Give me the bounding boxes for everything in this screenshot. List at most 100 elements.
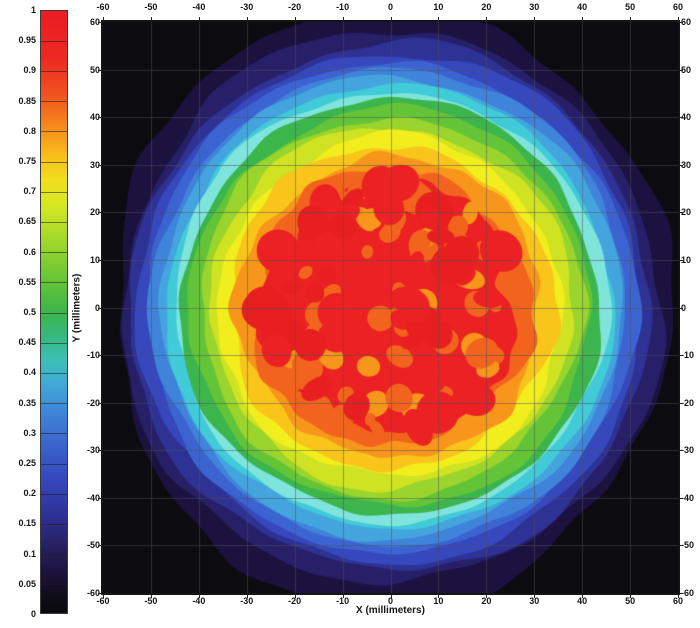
contour-canvas — [103, 22, 678, 593]
colorbar-tick-line — [41, 493, 67, 495]
colorbar-tick-label: 0.55 — [18, 276, 36, 287]
axis-tick-mark — [486, 594, 488, 598]
axis-tick-mark — [679, 497, 683, 499]
colorbar-tick-line — [41, 312, 67, 314]
axis-tick-mark — [246, 594, 248, 598]
axis-tick-mark — [678, 594, 679, 598]
y-tick-label-right: -40 — [681, 492, 695, 503]
x-tick-label-bottom: 20 — [481, 596, 492, 606]
axis-tick-mark — [438, 594, 440, 598]
colorbar-tick-label: 0.85 — [18, 95, 36, 106]
x-tick-label-top: 40 — [577, 2, 588, 12]
axis-tick-mark — [98, 212, 102, 214]
y-tick-label-right: 50 — [681, 64, 692, 75]
axis-tick-mark — [679, 450, 683, 452]
y-tick-label-right: 0 — [681, 302, 687, 313]
colorbar-tick-label: 0.9 — [23, 65, 36, 76]
x-tick-label-bottom: -50 — [144, 596, 158, 606]
colorbar-tick-label: 1 — [30, 5, 36, 15]
colorbar-tick-label: 0.6 — [23, 246, 36, 257]
y-tick-label-left: -40 — [86, 492, 100, 503]
colorbar-tick-label: 0.2 — [23, 488, 36, 499]
y-tick-label-right: 30 — [681, 159, 692, 170]
colorbar-tick-label: 0.05 — [18, 578, 36, 589]
y-tick-label-right: 10 — [681, 254, 692, 265]
x-tick-label-bottom: 10 — [433, 596, 444, 606]
colorbar-tick-label: 0.5 — [23, 307, 36, 317]
y-tick-label-left: -50 — [86, 540, 100, 551]
colorbar-tick-label: 0.65 — [18, 216, 36, 227]
axis-tick-mark — [98, 355, 102, 357]
axis-tick-mark — [438, 17, 440, 21]
colorbar-tick-line — [41, 342, 67, 344]
x-tick-label-top: 50 — [625, 2, 636, 12]
colorbar-tick-label: 0 — [30, 609, 36, 619]
x-tick-label-bottom: -10 — [336, 596, 350, 606]
x-tick-label-top: -20 — [288, 2, 302, 12]
colorbar-tick-label: 0.35 — [18, 397, 36, 408]
y-tick-label-left: -60 — [86, 588, 100, 598]
axis-tick-mark — [294, 17, 296, 21]
colorbar-tick-label: 0.3 — [23, 427, 36, 438]
x-tick-label-top: 20 — [481, 2, 492, 12]
axis-tick-mark — [98, 545, 102, 547]
y-tick-label-right: -30 — [681, 445, 695, 456]
axis-tick-mark — [198, 594, 200, 598]
axis-tick-mark — [582, 594, 584, 598]
y-tick-label-left: 50 — [89, 64, 100, 75]
axis-tick-mark — [679, 22, 683, 23]
axis-tick-mark — [246, 17, 248, 21]
x-tick-label-bottom: 50 — [625, 596, 636, 606]
colorbar-tick-line — [41, 372, 67, 374]
x-tick-label-top: 10 — [433, 2, 444, 12]
colorbar-tick-label: 0.25 — [18, 458, 36, 468]
y-tick-label-left: 20 — [89, 207, 100, 218]
axis-tick-mark — [98, 497, 102, 499]
colorbar-tick-line — [41, 282, 67, 284]
y-tick-label-left: 0 — [68, 303, 100, 313]
axis-tick-mark — [342, 594, 344, 598]
axis-tick-mark — [390, 17, 392, 21]
axis-tick-mark — [678, 17, 679, 21]
x-tick-label-bottom: -20 — [288, 596, 302, 606]
axis-tick-mark — [679, 69, 683, 71]
x-tick-label-top: -60 — [96, 2, 110, 12]
axis-tick-mark — [150, 17, 152, 21]
axis-tick-mark — [98, 402, 102, 404]
axis-tick-mark — [679, 259, 683, 261]
y-tick-label-left: 60 — [89, 17, 100, 27]
y-tick-label-left: 10 — [89, 254, 100, 265]
y-tick-label-left: -30 — [86, 445, 100, 456]
axis-tick-mark — [679, 307, 683, 309]
x-axis-label: X (millimeters) — [356, 605, 425, 616]
colorbar-tick-line — [41, 584, 67, 586]
colorbar-tick-line — [41, 433, 67, 435]
axis-tick-mark — [98, 22, 102, 23]
colorbar-tick-line — [41, 40, 67, 42]
axis-tick-mark — [98, 69, 102, 71]
x-tick-label-top: 30 — [529, 2, 540, 12]
axis-tick-mark — [103, 17, 104, 21]
axis-tick-mark — [342, 17, 344, 21]
axis-tick-mark — [582, 17, 584, 21]
axis-tick-mark — [198, 17, 200, 21]
colorbar-tick-label: 0.15 — [18, 518, 36, 529]
colorbar-tick-label: 0.1 — [23, 548, 36, 559]
plot-area — [103, 22, 678, 593]
y-tick-label-right: 40 — [681, 112, 692, 123]
y-tick-label-left: -20 — [86, 397, 100, 408]
axis-tick-mark — [103, 594, 104, 598]
x-tick-label-bottom: -40 — [192, 596, 206, 606]
y-tick-label-right: 20 — [681, 207, 692, 218]
axis-tick-mark — [150, 594, 152, 598]
y-tick-label-left: 30 — [89, 159, 100, 170]
axis-tick-mark — [679, 402, 683, 404]
axis-tick-mark — [98, 593, 102, 594]
axis-tick-mark — [679, 593, 683, 594]
x-tick-label-bottom: 40 — [577, 596, 588, 606]
x-tick-label-bottom: -30 — [240, 596, 254, 606]
axis-tick-mark — [679, 212, 683, 214]
colorbar — [40, 10, 68, 614]
colorbar-tick-line — [41, 191, 67, 193]
